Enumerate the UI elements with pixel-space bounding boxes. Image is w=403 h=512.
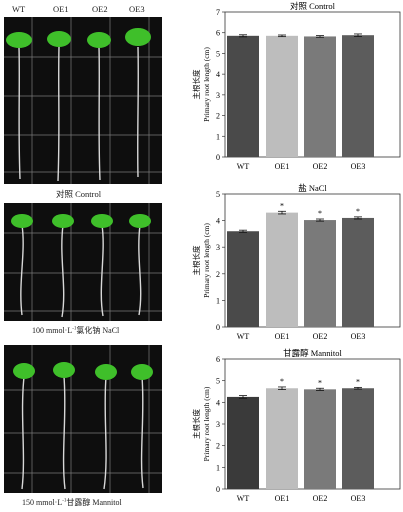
x-tick-label: WT [237, 494, 250, 503]
bar-oe1 [266, 35, 298, 158]
bar-chart-mannitol-svg: 甘露醇 Mannitol 0 1 2 3 4 5 6 主根长度 Primary root leng… [191, 348, 401, 503]
bar-wt [227, 231, 259, 327]
y-tick-label: 0 [216, 323, 220, 332]
significance-mark: * [280, 377, 284, 386]
x-tick-label: OE1 [275, 162, 290, 171]
y-tick-label: 4 [216, 398, 220, 407]
y-tick-label: 1 [216, 296, 220, 305]
x-tick-label: OE1 [275, 332, 290, 341]
chart-title: 对照 Control [290, 1, 336, 11]
bar-wt [227, 396, 259, 489]
chart-title: 甘露醇 Mannitol [283, 348, 342, 358]
significance-mark: * [280, 201, 284, 210]
photo-caption-mannitol-conc: 150 mmol·L [22, 498, 63, 507]
y-tick-label: 6 [216, 355, 220, 364]
y-tick-label: 1 [216, 132, 220, 141]
bar-wt [227, 35, 259, 158]
significance-mark: * [318, 209, 322, 218]
photo-caption-mannitol: 150 mmol·L-1甘露醇 Mannitol [22, 497, 122, 508]
bar-oe1 [266, 388, 298, 489]
bar-oe2 [304, 389, 336, 489]
y-tick-label: 0 [216, 153, 220, 162]
x-tick-label: OE2 [313, 332, 328, 341]
chart-title: 盐 NaCl [298, 183, 327, 193]
significance-mark: * [356, 207, 360, 216]
y-tick-label: 0 [216, 485, 220, 494]
y-axis-label-cn: 主根长度 [191, 69, 201, 99]
bar-oe3 [342, 217, 374, 327]
bar-chart-control: 对照 Control 0 1 2 3 4 5 6 7 主根长度 Primary root lengt… [190, 0, 403, 178]
photo-caption-nacl-name: 氯化钠 NaCl [76, 326, 120, 335]
seedling-photo-nacl [4, 203, 162, 321]
y-tick-label: 4 [216, 70, 220, 79]
y-tick-label: 5 [216, 377, 220, 386]
seedling-photo-mannitol [4, 345, 162, 493]
bar-chart-control-svg: 对照 Control 0 1 2 3 4 5 6 7 主根长度 Primary root lengt… [191, 1, 401, 171]
y-tick-label: 4 [216, 217, 220, 226]
y-tick-label: 7 [216, 8, 220, 17]
bar-oe3 [342, 35, 374, 158]
seedling-photo-mannitol-art [4, 345, 162, 493]
bar-chart-mannitol: 甘露醇 Mannitol 0 1 2 3 4 5 6 主根长度 Primary root leng… [190, 346, 403, 512]
y-tick-label: 3 [216, 420, 220, 429]
y-tick-label: 5 [216, 190, 220, 199]
bar-chart-nacl-svg: 盐 NaCl 0 1 2 3 4 5 主根长度 Primary root length (cm)… [191, 183, 401, 341]
genotype-label-oe1: OE1 [53, 4, 69, 14]
y-tick-label: 6 [216, 29, 220, 38]
genotype-label-oe3: OE3 [129, 4, 145, 14]
photo-caption-nacl-sup: -1 [72, 326, 77, 332]
y-axis-label: Primary root length (cm) [202, 47, 211, 122]
photo-caption-mannitol-name: 甘露醇 Mannitol [66, 498, 122, 507]
y-tick-label: 2 [216, 112, 220, 121]
photo-caption-mannitol-sup: -1 [62, 498, 67, 504]
y-tick-label: 2 [216, 270, 220, 279]
y-axis-label: Primary root length (cm) [202, 386, 211, 461]
significance-mark: * [356, 377, 360, 386]
y-tick-label: 5 [216, 49, 220, 58]
x-tick-label: OE2 [313, 162, 328, 171]
bar-oe1 [266, 212, 298, 327]
y-axis-label-cn: 主根长度 [191, 245, 201, 275]
photo-caption-control: 对照 Control [56, 189, 102, 199]
bar-oe2 [304, 36, 336, 157]
photo-caption-nacl: 100 mmol·L-1氯化钠 NaCl [32, 325, 119, 336]
y-tick-label: 2 [216, 442, 220, 451]
x-tick-label: WT [237, 332, 250, 341]
x-tick-label: OE3 [351, 162, 366, 171]
photo-caption-nacl-conc: 100 mmol·L [32, 326, 73, 335]
x-tick-label: OE3 [351, 332, 366, 341]
genotype-label-wt: WT [12, 4, 26, 14]
y-axis-label: Primary root length (cm) [202, 223, 211, 298]
bar-chart-nacl: 盐 NaCl 0 1 2 3 4 5 主根长度 Primary root length (cm)… [190, 178, 403, 346]
seedling-photo-control [4, 17, 162, 184]
seedling-photo-control-art [4, 17, 162, 184]
seedling-photo-nacl-art [4, 203, 162, 321]
bar-oe2 [304, 220, 336, 327]
genotype-label-oe2: OE2 [92, 4, 108, 14]
x-tick-label: WT [237, 162, 250, 171]
y-axis-label-cn: 主根长度 [191, 409, 201, 439]
y-tick-label: 1 [216, 463, 220, 472]
y-tick-label: 3 [216, 243, 220, 252]
x-tick-label: OE3 [351, 494, 366, 503]
x-tick-label: OE2 [313, 494, 328, 503]
significance-mark: * [318, 378, 322, 387]
x-tick-label: OE1 [275, 494, 290, 503]
y-tick-label: 3 [216, 91, 220, 100]
bar-oe3 [342, 388, 374, 489]
